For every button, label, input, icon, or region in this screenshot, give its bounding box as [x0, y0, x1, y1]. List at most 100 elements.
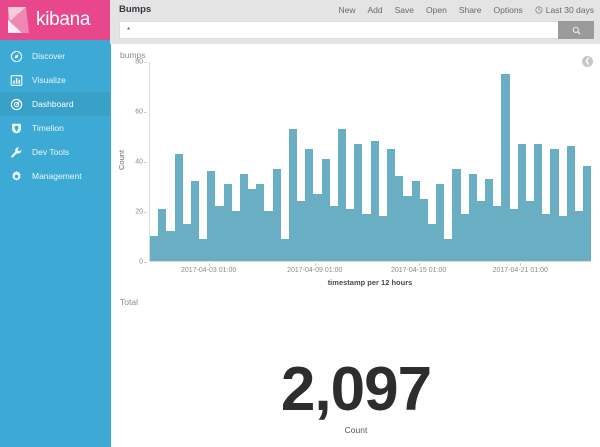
bar[interactable] — [550, 148, 559, 261]
bar[interactable] — [256, 183, 265, 261]
bar[interactable] — [264, 211, 273, 261]
bar[interactable] — [517, 143, 526, 261]
bar[interactable] — [525, 201, 535, 261]
bar[interactable] — [468, 173, 477, 261]
save-button[interactable]: Save — [394, 4, 415, 15]
bar[interactable] — [452, 168, 461, 261]
bar[interactable] — [158, 208, 167, 261]
sidebar-item-label: Dev Tools — [32, 147, 70, 157]
panel-title: Total — [120, 297, 138, 307]
bar[interactable] — [493, 206, 502, 261]
time-picker-button[interactable]: Last 30 days — [535, 5, 594, 15]
bar-series — [150, 62, 592, 261]
bumps-chart: Count 0 20 40 60 80 2017-04-03 01:00 2017-04-… — [111, 59, 600, 291]
bar[interactable] — [509, 208, 518, 261]
bar[interactable] — [378, 216, 387, 261]
sidebar-item-label: Discover — [32, 51, 66, 61]
bar[interactable] — [248, 188, 257, 261]
x-tick-mark — [418, 263, 420, 266]
chevron-left-circle-icon[interactable]: ❮ — [582, 56, 593, 67]
bar[interactable] — [329, 206, 338, 261]
plot-area — [149, 62, 592, 262]
dashboard-grid: bumps ❮ Count 0 20 40 60 80 2017-04-03 01:00… — [110, 44, 600, 447]
search-input[interactable] — [119, 21, 558, 39]
bar[interactable] — [231, 211, 240, 261]
dashboard-topbar: Bumps New Add Save Open Share Options La… — [110, 0, 600, 19]
bar[interactable] — [150, 236, 159, 261]
bar[interactable] — [583, 166, 592, 261]
bar-chart-icon — [10, 74, 23, 87]
bar[interactable] — [272, 168, 281, 261]
kibana-logo-icon — [8, 7, 29, 33]
bar[interactable] — [305, 148, 314, 261]
bar[interactable] — [395, 176, 404, 261]
sidebar-item-timelion[interactable]: Timelion — [0, 116, 110, 140]
panel-bumps: bumps ❮ Count 0 20 40 60 80 2017-04-03 01:00… — [110, 44, 600, 291]
bar[interactable] — [485, 178, 494, 261]
bar[interactable] — [558, 216, 567, 261]
add-button[interactable]: Add — [367, 4, 383, 15]
search-icon — [572, 26, 580, 34]
bar[interactable] — [542, 213, 551, 261]
bar[interactable] — [182, 223, 191, 261]
bar[interactable] — [411, 181, 420, 261]
query-bar — [110, 19, 600, 44]
panel-title: bumps — [120, 50, 146, 60]
bar[interactable] — [354, 143, 363, 261]
y-axis-ticks: 0 20 40 60 80 — [125, 59, 147, 266]
sidebar-item-management[interactable]: Management — [0, 164, 110, 188]
y-tick-mark — [144, 212, 147, 213]
metric-value: 2,097 — [280, 355, 432, 424]
bar[interactable] — [288, 128, 298, 261]
bar[interactable] — [313, 193, 322, 261]
sidebar-item-visualize[interactable]: Visualize — [0, 68, 110, 92]
share-button[interactable]: Share — [458, 4, 482, 15]
bar[interactable] — [239, 173, 249, 261]
bar[interactable] — [223, 183, 232, 261]
bar[interactable] — [566, 146, 575, 261]
bar[interactable] — [190, 181, 200, 261]
bar[interactable] — [574, 211, 584, 261]
bar[interactable] — [386, 148, 396, 261]
bar[interactable] — [370, 141, 379, 261]
bar[interactable] — [321, 158, 330, 261]
sidebar-item-dashboard[interactable]: Dashboard — [0, 92, 110, 116]
bar[interactable] — [297, 201, 306, 261]
x-tick-label: 2017-04-03 01:00 — [181, 267, 237, 274]
open-button[interactable]: Open — [426, 4, 447, 15]
bar[interactable] — [534, 143, 543, 261]
bar[interactable] — [403, 196, 412, 261]
bar[interactable] — [419, 198, 428, 261]
bar[interactable] — [444, 238, 453, 261]
bar[interactable] — [460, 213, 469, 261]
bar[interactable] — [215, 206, 224, 261]
sidebar-item-discover[interactable]: Discover — [0, 44, 110, 68]
search-submit-button[interactable] — [558, 21, 594, 39]
brand-logo[interactable]: kibana — [0, 0, 110, 40]
sidebar-item-label: Timelion — [32, 123, 64, 133]
bar[interactable] — [436, 183, 445, 261]
options-button[interactable]: Options — [493, 4, 523, 15]
x-axis-label: timestamp per 12 hours — [327, 278, 413, 287]
x-tick-mark — [520, 263, 522, 266]
x-tick-label: 2017-04-09 01:00 — [287, 267, 343, 274]
bar[interactable] — [476, 201, 486, 261]
new-button[interactable]: New — [338, 4, 356, 15]
y-tick-mark — [144, 162, 147, 163]
bar[interactable] — [362, 213, 371, 261]
bar[interactable] — [346, 208, 355, 261]
bar[interactable] — [166, 231, 175, 261]
x-tick-label: 2017-04-21 01:00 — [492, 267, 548, 274]
sidebar-item-label: Management — [32, 171, 82, 181]
bar[interactable] — [199, 238, 208, 261]
bar[interactable] — [174, 153, 183, 261]
x-tick-mark — [208, 263, 210, 266]
bar[interactable] — [207, 171, 216, 261]
bar[interactable] — [427, 223, 437, 261]
bar[interactable] — [337, 128, 347, 261]
time-picker-label: Last 30 days — [545, 4, 594, 15]
brand-name: kibana — [36, 9, 91, 30]
sidebar-item-dev-tools[interactable]: Dev Tools — [0, 140, 110, 164]
bar[interactable] — [280, 238, 289, 261]
bar[interactable] — [501, 73, 510, 261]
